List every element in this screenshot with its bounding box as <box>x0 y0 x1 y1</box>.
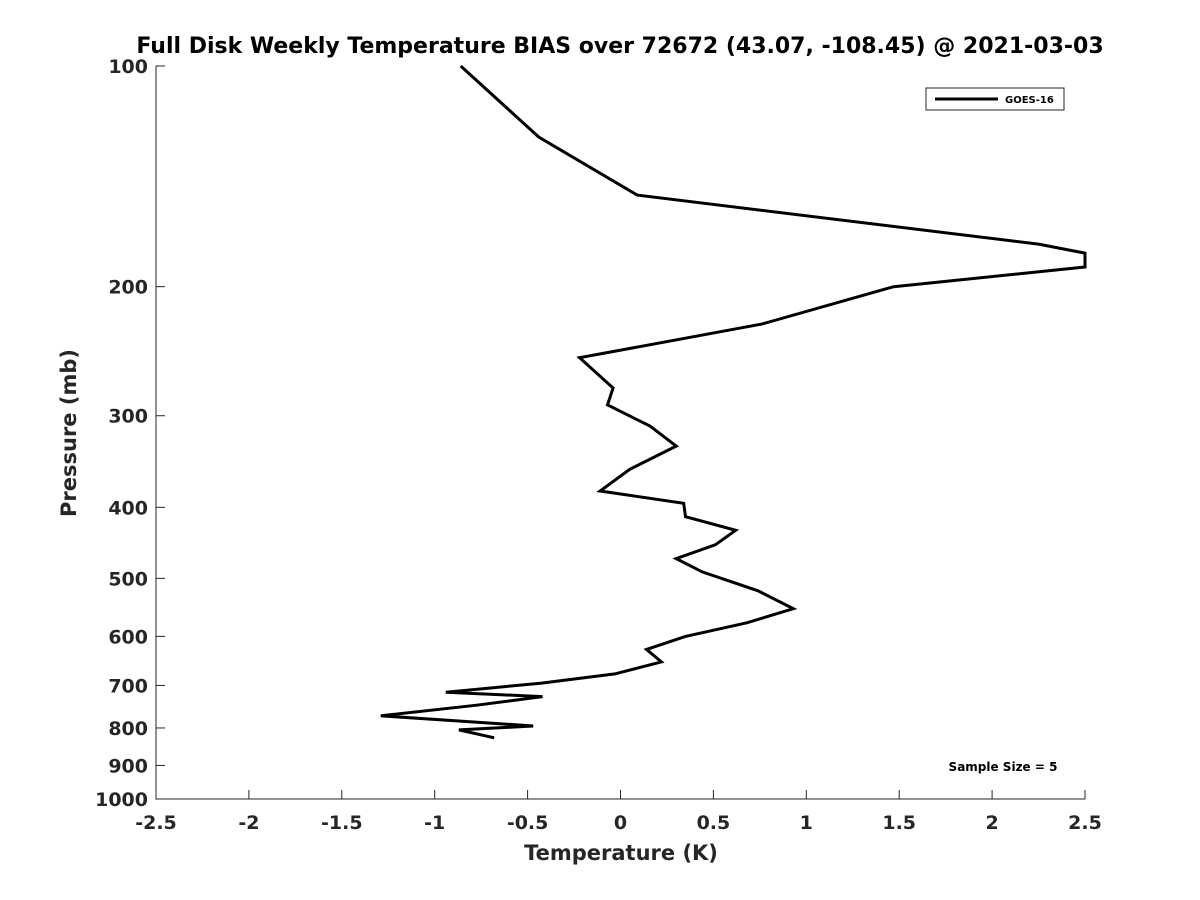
y-tick-label: 900 <box>108 755 148 777</box>
x-axis: -2.5 -2 -1.5 -1 -0.5 0 0.5 1 1.5 2 2.5 <box>135 790 1102 834</box>
x-tick-label: -2 <box>238 812 259 834</box>
y-tick-label: 300 <box>108 406 148 428</box>
y-tick-label: 700 <box>108 675 148 697</box>
y-tick-label: 200 <box>108 277 148 299</box>
y-tick-label: 1000 <box>95 789 148 811</box>
chart-title: Full Disk Weekly Temperature BIAS over 7… <box>136 34 1103 59</box>
y-axis: 100 200 300 400 500 600 700 800 900 1000 <box>95 56 165 811</box>
sample-size-annotation: Sample Size = 5 <box>949 760 1058 774</box>
x-tick-label: -2.5 <box>135 812 177 834</box>
y-tick-label: 800 <box>108 718 148 740</box>
legend: GOES-16 <box>925 87 1065 111</box>
x-axis-label: Temperature (K) <box>524 841 718 865</box>
x-tick-label: 1.5 <box>882 812 916 834</box>
y-axis-label: Pressure (mb) <box>57 349 81 517</box>
x-tick-label: -0.5 <box>507 812 549 834</box>
y-tick-label: 500 <box>108 568 148 590</box>
x-tick-label: 2.5 <box>1068 812 1102 834</box>
y-tick-label: 100 <box>108 56 148 78</box>
series-layer <box>380 64 1087 740</box>
y-tick-label: 600 <box>108 626 148 648</box>
legend-label-goes-16: GOES-16 <box>1005 95 1054 106</box>
x-tick-label: -1 <box>424 812 445 834</box>
x-tick-label: -1.5 <box>321 812 363 834</box>
x-tick-label: 0.5 <box>697 812 731 834</box>
x-tick-label: 0 <box>614 812 627 834</box>
x-tick-label: 1 <box>800 812 813 834</box>
plot-area: -2.5 -2 -1.5 -1 -0.5 0 0.5 1 1.5 2 2.5 100 200 300 40… <box>95 56 1102 834</box>
x-tick-label: 2 <box>985 812 998 834</box>
series-line-goes-16 <box>380 64 1087 740</box>
axes-box <box>155 66 1085 800</box>
y-tick-label: 400 <box>108 497 148 519</box>
